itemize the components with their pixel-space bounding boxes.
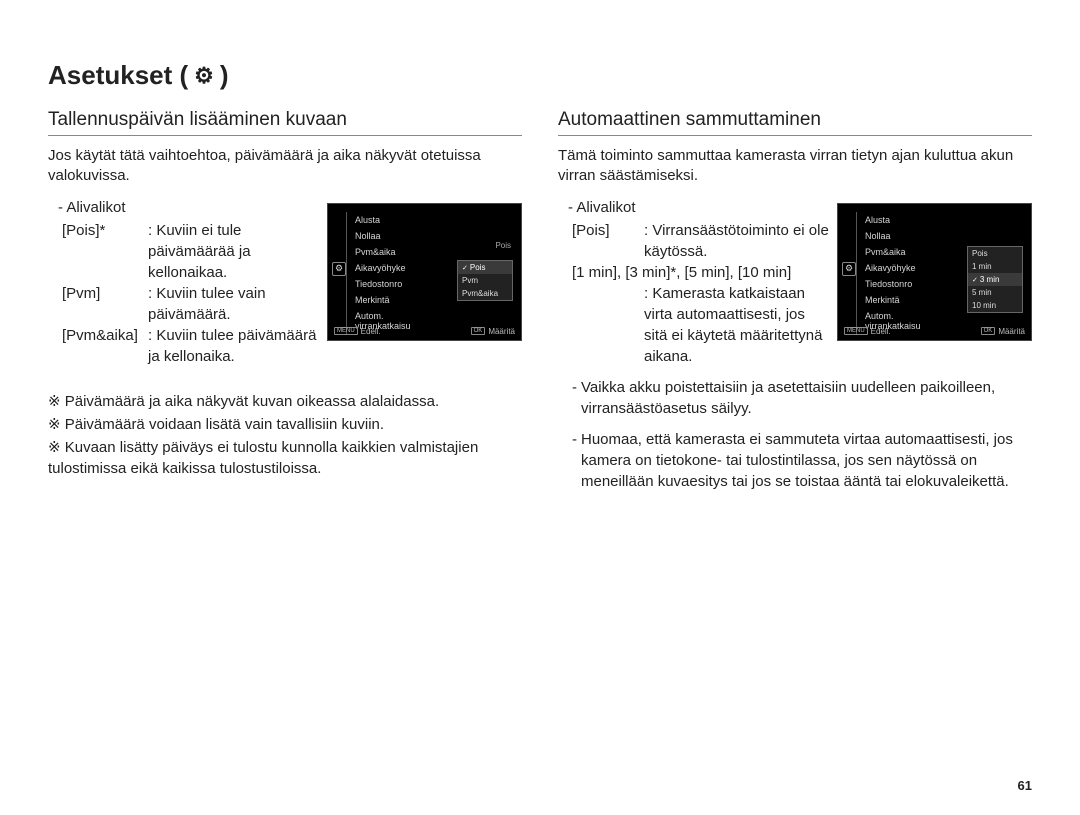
lcd-menu-item: Merkintä bbox=[856, 292, 946, 308]
left-heading: Tallennuspäivän lisääminen kuvaan bbox=[48, 109, 522, 136]
lcd-value: Pois bbox=[493, 238, 513, 253]
right-heading: Automaattinen sammuttaminen bbox=[558, 109, 1032, 136]
page-number: 61 bbox=[1018, 778, 1032, 793]
ok-icon: OK bbox=[981, 327, 996, 335]
lcd-menu-item: Alusta bbox=[346, 212, 436, 228]
lcd-back: Edell. bbox=[361, 327, 381, 336]
gear-icon: ⚙ bbox=[842, 262, 856, 276]
lcd-popup-item: Pvm bbox=[458, 274, 512, 287]
right-column: Automaattinen sammuttaminen Tämä toimint… bbox=[558, 109, 1032, 492]
submenu-label: - Alivalikot bbox=[58, 197, 319, 218]
lcd-popup-item: 1 min bbox=[968, 260, 1022, 273]
note: ※ Päivämäärä ja aika näkyvät kuvan oikea… bbox=[48, 391, 522, 412]
gear-icon: ⚙ bbox=[332, 262, 346, 276]
right-bullet: - Huomaa, että kamerasta ei sammuteta vi… bbox=[558, 429, 1032, 492]
opt-val: : Virransäästötoiminto ei ole käytössä. bbox=[644, 220, 829, 262]
bullet-text: Huomaa, että kamerasta ei sammuteta virt… bbox=[581, 429, 1032, 492]
lcd-menu-item: Nollaa bbox=[346, 228, 436, 244]
opt-val: : Kuviin tulee vain päivämäärä. bbox=[148, 283, 319, 325]
title-prefix: Asetukset ( bbox=[48, 60, 188, 91]
opt-val: : Kamerasta katkaistaan virta automaatti… bbox=[644, 283, 829, 367]
lcd-menu-item: Aikavyöhyke bbox=[856, 260, 946, 276]
lcd-popup-item: Pois bbox=[968, 247, 1022, 260]
lcd-menu-item: Alusta bbox=[856, 212, 946, 228]
lcd-popup: Pois Pvm Pvm&aika bbox=[457, 260, 513, 301]
left-intro: Jos käytät tätä vaihtoehtoa, päivämäärä … bbox=[48, 146, 522, 187]
right-intro: Tämä toiminto sammuttaa kamerasta virran… bbox=[558, 146, 1032, 187]
note: ※ Päivämäärä voidaan lisätä vain tavalli… bbox=[48, 414, 522, 435]
lcd-menu-item: Nollaa bbox=[856, 228, 946, 244]
ok-icon: OK bbox=[471, 327, 486, 335]
left-lcd-mock: ⚙ Alusta Nollaa Pvm&aika Aikavyöhyke Tie… bbox=[327, 203, 522, 341]
right-options: - Alivalikot [Pois]: Virransäästötoimint… bbox=[558, 197, 829, 367]
lcd-popup-item: 3 min bbox=[968, 273, 1022, 286]
right-bullet: - Vaikka akku poistettaisiin ja asetetta… bbox=[558, 377, 1032, 419]
lcd-menu-item: Pvm&aika bbox=[346, 244, 436, 260]
page-title: Asetukset ( ⚙ ) bbox=[48, 60, 1032, 91]
lcd-menu-item: Pvm&aika bbox=[856, 244, 946, 260]
opt-val: : Kuviin ei tule päivämäärää ja kellonai… bbox=[148, 220, 319, 283]
left-options: - Alivalikot [Pois]*: Kuviin ei tule päi… bbox=[48, 197, 319, 367]
menu-icon: MENU bbox=[334, 327, 358, 335]
lcd-popup-item: Pvm&aika bbox=[458, 287, 512, 300]
lcd-bottom-bar: MENUEdell. OKMääritä bbox=[334, 327, 515, 336]
lcd-menu-item: Tiedostonro bbox=[856, 276, 946, 292]
bullet-text: Vaikka akku poistettaisiin ja asetettais… bbox=[581, 377, 1032, 419]
note: ※ Kuvaan lisätty päiväys ei tulostu kunn… bbox=[48, 437, 522, 479]
submenu-label: - Alivalikot bbox=[568, 197, 829, 218]
title-suffix: ) bbox=[220, 60, 229, 91]
lcd-value-text: Pois bbox=[493, 238, 513, 253]
opt-key: [Pois]* bbox=[62, 220, 148, 283]
opt-times: [1 min], [3 min]*, [5 min], [10 min] bbox=[572, 262, 829, 283]
lcd-popup-item: 10 min bbox=[968, 299, 1022, 312]
lcd-set: Määritä bbox=[998, 327, 1025, 336]
lcd-set: Määritä bbox=[488, 327, 515, 336]
left-column: Tallennuspäivän lisääminen kuvaan Jos kä… bbox=[48, 109, 522, 492]
dash-icon: - bbox=[572, 377, 577, 419]
lcd-menu-item: Merkintä bbox=[346, 292, 436, 308]
opt-key: [Pois] bbox=[572, 220, 644, 262]
lcd-popup-item: 5 min bbox=[968, 286, 1022, 299]
lcd-bottom-bar: MENUEdell. OKMääritä bbox=[844, 327, 1025, 336]
lcd-popup: Pois 1 min 3 min 5 min 10 min bbox=[967, 246, 1023, 313]
gear-icon: ⚙ bbox=[194, 65, 214, 87]
opt-key: [Pvm&aika] bbox=[62, 325, 148, 367]
opt-val: : Kuviin tulee päivämäärä ja kellonaika. bbox=[148, 325, 319, 367]
lcd-back: Edell. bbox=[871, 327, 891, 336]
opt-key: [Pvm] bbox=[62, 283, 148, 325]
left-notes: ※ Päivämäärä ja aika näkyvät kuvan oikea… bbox=[48, 391, 522, 479]
lcd-menu: Alusta Nollaa Pvm&aika Aikavyöhyke Tiedo… bbox=[860, 212, 946, 334]
opt-key bbox=[572, 283, 644, 367]
lcd-menu-item: Tiedostonro bbox=[346, 276, 436, 292]
lcd-popup-item: Pois bbox=[458, 261, 512, 274]
lcd-menu-item: Aikavyöhyke bbox=[346, 260, 436, 276]
lcd-menu: Alusta Nollaa Pvm&aika Aikavyöhyke Tiedo… bbox=[350, 212, 436, 334]
right-lcd-mock: ⚙ Alusta Nollaa Pvm&aika Aikavyöhyke Tie… bbox=[837, 203, 1032, 341]
menu-icon: MENU bbox=[844, 327, 868, 335]
dash-icon: - bbox=[572, 429, 577, 492]
